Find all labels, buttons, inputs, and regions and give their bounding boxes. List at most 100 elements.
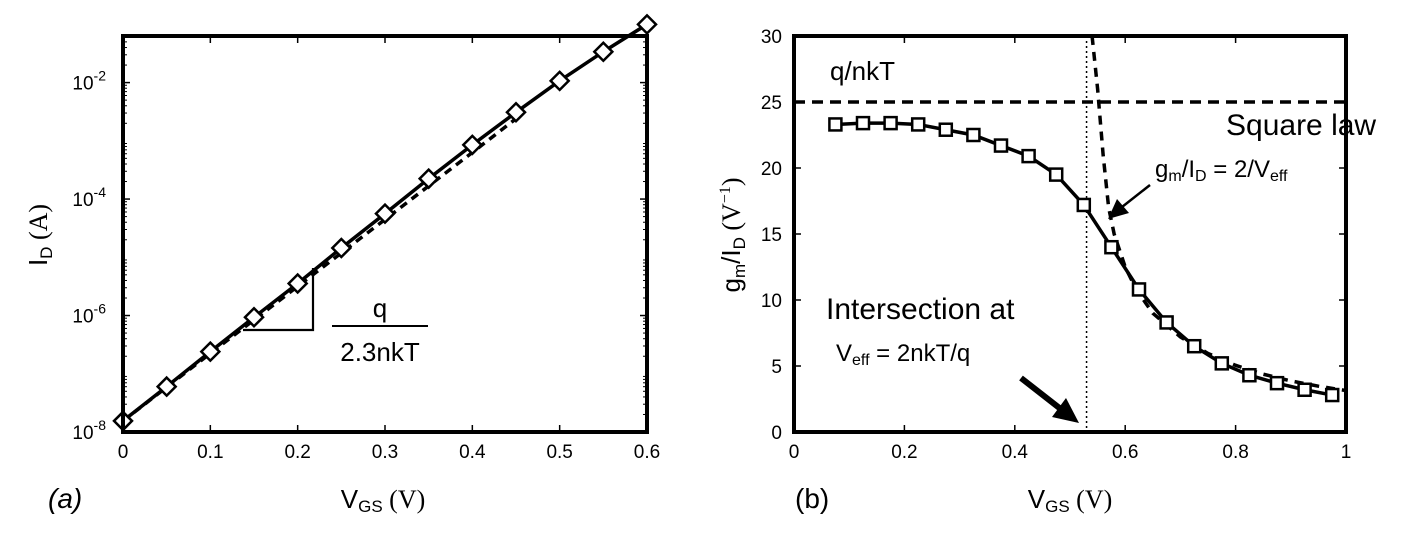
chart-b-square-marker — [1159, 315, 1174, 330]
chart-a-xlabel-main: V — [341, 484, 359, 514]
chart-b-y-tick-label: 0 — [771, 423, 782, 444]
chart-a-diamond-marker — [199, 340, 222, 363]
intersection-eq-rhs: = 2nkT/q — [870, 340, 971, 367]
chart-b-square-marker — [1186, 338, 1202, 354]
slope-triangle — [243, 268, 315, 332]
chart-b-square-marker — [828, 117, 843, 132]
chart-b-square-marker — [938, 122, 954, 137]
chart-b-ylabel-close: ) — [717, 177, 746, 186]
chart-b-ylabel-g: g — [716, 278, 746, 292]
chart-b-x-tick-label: 0.4 — [1002, 442, 1029, 463]
chart-b-square-law-curve — [1090, 35, 1347, 393]
chart-a-y-tick-label: 10-8 — [72, 417, 106, 444]
chart-a-y-tick-label: 10-2 — [72, 68, 106, 95]
chart-a-diamond-marker — [417, 167, 440, 190]
chart-a-xlabel-unit: (V) — [383, 485, 426, 514]
chart-a-xlabel-sub: GS — [358, 497, 383, 516]
chart-a-y-tick-label: 10-4 — [72, 184, 106, 211]
chart-b-square-marker — [855, 115, 871, 131]
chart-b-y-tick-label: 5 — [771, 357, 782, 378]
square-law-arrow-shaft — [1121, 184, 1151, 208]
intersection-arrow-head — [1052, 398, 1079, 423]
square-law-arrow-head — [1108, 199, 1129, 219]
chart-b-x-tick-label: 0.2 — [891, 442, 917, 463]
chart-a-x-tick-label: 0.3 — [372, 442, 398, 463]
square-eq-isub: D — [1195, 168, 1207, 185]
chart-b-square-marker — [1131, 282, 1147, 297]
chart-b-square-marker — [1214, 356, 1230, 371]
chart-b-y-tick-label: 25 — [761, 93, 782, 114]
intersection-eq-v: V — [836, 340, 852, 367]
chart-b-xlabel: VGS (V) — [1028, 484, 1113, 516]
chart-a-y-tick-label: 10-6 — [72, 301, 106, 328]
square-eq-rhs: = 2/V — [1207, 156, 1270, 183]
chart-a-x-tick-label: 0 — [118, 442, 129, 463]
qnkt-label: q/nkT — [830, 56, 895, 86]
chart-b-square-marker — [1269, 375, 1285, 391]
chart-a-diamond-marker — [636, 13, 658, 36]
square-eq-gsub: m — [1168, 168, 1181, 185]
chart-b-square-marker — [883, 115, 898, 131]
panel-a-label: (a) — [48, 483, 82, 514]
square-eq-vsub: eff — [1270, 168, 1288, 185]
chart-b-square-marker — [1076, 197, 1092, 213]
chart-a: 0 0.1 0.2 0.3 0.4 0.5 0.6 10-8 10-6 10-4 10-2 q 2.… — [23, 13, 660, 516]
slope-numerator: q — [373, 293, 387, 323]
chart-a-ylabel-main: I — [23, 259, 53, 266]
chart-b-square-marker — [910, 117, 926, 132]
chart-a-xlabel: VGS (V) — [341, 484, 426, 516]
square-eq-mid: /I — [1182, 156, 1195, 183]
chart-b-ylabel: gm/ID (V−1) — [716, 177, 749, 292]
chart-a-x-tick-label: 0.5 — [546, 442, 572, 463]
chart-b-x-tick-label: 0.8 — [1222, 442, 1248, 463]
chart-a-diamond-marker — [374, 202, 396, 225]
chart-b-ylabel-isub: D — [730, 237, 749, 249]
chart-b-square-marker — [1104, 239, 1119, 255]
chart-a-diamond-marker — [330, 237, 353, 259]
chart-a-diamond-marker — [286, 272, 309, 295]
chart-b-xlabel-main: V — [1028, 484, 1046, 514]
chart-a-x-tick-label: 0.1 — [197, 442, 223, 463]
square-law-equation: gm/ID = 2/Veff — [1155, 156, 1288, 185]
chart-a-x-tick-label: 0.4 — [459, 442, 486, 463]
intersection-label: Intersection at — [826, 293, 1015, 326]
chart-b-ylabel-sup: −1 — [717, 186, 734, 203]
chart-a-ylabel: ID (A) — [23, 204, 56, 266]
chart-b-square-marker — [1324, 387, 1340, 403]
chart-b-ylabel-gsub: m — [730, 264, 749, 278]
chart-a-diamond-marker — [548, 70, 571, 92]
chart-a-ylabel-unit: (A) — [24, 204, 53, 247]
intersection-eq-vsub: eff — [852, 352, 870, 369]
chart-b-y-tick-label: 20 — [761, 159, 782, 180]
chart-b-xlabel-sub: GS — [1045, 497, 1070, 516]
chart-b-xlabel-unit: (V) — [1070, 485, 1113, 514]
chart-a-ylabel-sub: D — [37, 247, 56, 259]
slope-denominator: 2.3nkT — [340, 337, 420, 367]
chart-b-x-tick-label: 0.6 — [1112, 442, 1138, 463]
chart-a-x-tick-label: 0.6 — [634, 442, 660, 463]
chart-b-y-tick-label: 10 — [761, 291, 782, 312]
square-eq-g: g — [1155, 156, 1168, 183]
chart-b-square-marker — [1021, 148, 1036, 164]
chart-a-x-tick-label: 0.2 — [284, 442, 310, 463]
chart-a-diamond-marker — [155, 375, 178, 398]
chart-b-square-marker — [993, 138, 1009, 153]
chart-b-frame — [792, 34, 1348, 434]
chart-b-ylabel-unit: (V — [717, 203, 746, 237]
chart-b-x-tick-label: 0 — [789, 442, 800, 463]
chart-a-frame — [121, 34, 649, 434]
panel-b-label: (b) — [795, 483, 829, 514]
chart-b-square-marker — [1048, 167, 1064, 182]
chart-b-ylabel-slash: /I — [716, 249, 746, 263]
chart-b-square-marker — [1297, 382, 1312, 398]
square-law-label: Square law — [1226, 109, 1376, 142]
intersection-equation: Veff = 2nkT/q — [836, 340, 970, 369]
chart-a-diamond-marker — [243, 306, 265, 329]
chart-a-diamond-marker — [592, 40, 615, 63]
chart-a-diamond-marker — [505, 101, 527, 124]
chart-b-square-marker — [966, 127, 981, 143]
chart-b-x-tick-label: 1 — [1341, 442, 1352, 463]
chart-a-diamond-marker — [461, 134, 484, 156]
